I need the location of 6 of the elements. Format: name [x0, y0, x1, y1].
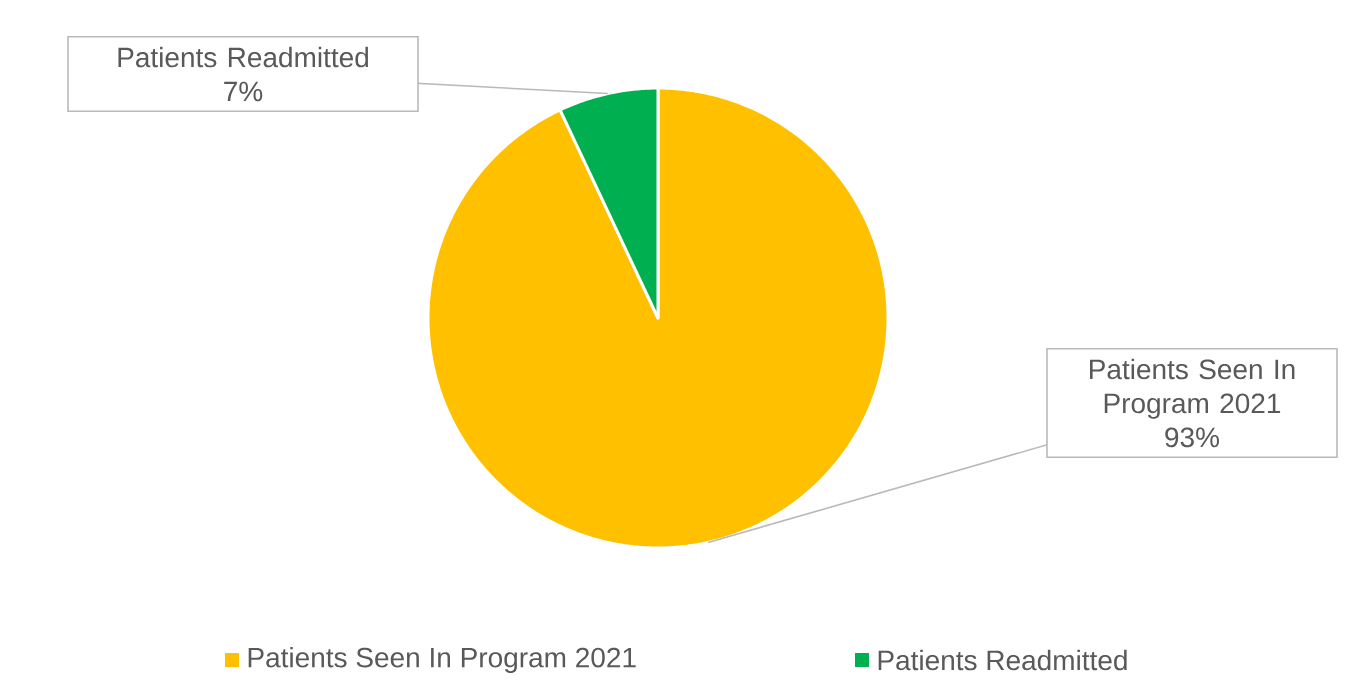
slice-label: Patients Seen In Program 2021	[1090, 358, 1295, 419]
legend-label: Patients Readmitted	[878, 649, 1127, 671]
data-label: 7%	[224, 81, 263, 102]
data-label: 93%	[1165, 427, 1219, 448]
slice-label: Patients Readmitted	[118, 46, 369, 68]
legend-label: Patients Seen In Program 2021	[248, 646, 636, 674]
